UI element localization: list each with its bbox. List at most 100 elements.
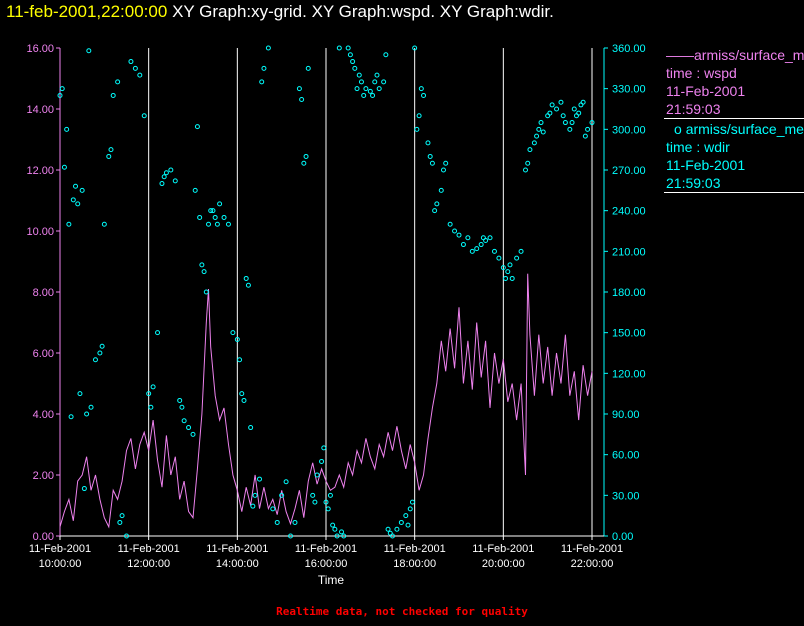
data-point-wdir [288,533,294,539]
data-point-wdir [241,397,247,403]
x-tick-date: 11-Feb-2001 [118,543,180,555]
data-point-wdir [172,178,178,184]
data-point-wdir [301,160,307,166]
chart-series [57,45,595,539]
data-point-wdir [84,411,90,417]
data-point-wdir [483,237,489,243]
right-tick-label: 180.00 [612,287,646,299]
x-tick-date: 11-Feb-2001 [206,543,268,555]
legend-wspd: ——armiss/surface_me time : wspd 11-Feb-2… [666,46,804,118]
right-tick-label: 60.00 [612,450,640,462]
data-point-wdir [77,391,83,397]
data-point-wdir [186,425,192,431]
data-point-wdir [589,120,595,126]
data-point-wdir [230,330,236,336]
data-point-wdir [549,102,555,108]
legend-divider [664,118,804,119]
data-point-wdir [536,126,542,132]
data-point-wdir [299,97,305,103]
data-point-wdir [525,160,531,166]
data-point-wdir [414,126,420,132]
data-point-wdir [452,228,458,234]
right-tick-label: 270.00 [612,165,646,177]
data-point-wdir [416,113,422,119]
data-point-wdir [580,99,586,105]
legend-source: armiss/surface_me [694,47,804,63]
data-point-wdir [372,79,378,85]
left-tick-label: 2.00 [33,470,54,482]
data-point-wdir [367,88,373,94]
left-tick-label: 16.00 [26,43,54,55]
data-point-wdir [237,357,243,363]
data-point-wdir [179,404,185,410]
title-timestamp: 11-feb-2001,22:00:00 [6,2,168,21]
data-point-wdir [531,140,537,146]
right-tick-label: 90.00 [612,409,640,421]
data-point-wdir [319,458,325,464]
data-point-wdir [148,404,154,410]
data-point-wdir [199,262,205,268]
data-point-wdir [250,503,256,509]
data-point-wdir [327,492,333,498]
data-point-wdir [270,506,276,512]
x-tick-date: 11-Feb-2001 [29,543,91,555]
data-point-wdir [527,147,533,153]
left-axis: 0.00 2.00 4.00 6.00 8.00 10.00 12.00 14.00 16.00 [26,43,61,543]
data-point-wdir [341,533,347,539]
data-point-wdir [81,486,87,492]
data-point-wdir [75,201,81,207]
data-point-wdir [496,255,502,261]
legend-date: 11-Feb-2001 [666,157,746,173]
data-point-wdir [194,124,200,130]
page-title: 11-feb-2001,22:00:00 XY Graph:xy-grid. X… [6,2,554,22]
data-point-wdir [334,533,340,539]
data-point-wdir [336,45,342,51]
legend-divider [664,192,804,193]
data-point-wdir [64,126,70,132]
series-line-wspd [59,273,593,529]
data-point-wdir [474,246,480,252]
left-tick-label: 4.00 [33,409,54,421]
data-point-wdir [409,499,415,505]
data-point-wdir [370,92,376,98]
data-point-wdir [567,126,573,132]
data-point-wdir [279,492,285,498]
data-point-wdir [560,113,566,119]
right-tick-label: 0.00 [612,531,633,543]
data-point-wdir [150,384,156,390]
data-point-wdir [358,79,364,85]
data-point-wdir [469,248,475,254]
legend-date: 11-Feb-2001 [666,83,746,99]
data-point-wdir [168,167,174,173]
x-tick-date: 11-Feb-2001 [472,543,534,555]
data-point-wdir [137,72,143,78]
data-point-wdir [86,48,92,54]
data-point-wdir [57,92,63,98]
data-point-wdir [203,289,209,295]
data-point-wdir [115,79,121,85]
data-point-wdir [460,242,466,248]
data-point-wdir [117,519,123,525]
x-tick-time: 10:00:00 [39,558,82,570]
right-tick-label: 30.00 [612,490,640,502]
data-point-wdir [146,391,152,397]
data-point-wdir [124,533,129,539]
left-tick-label: 12.00 [26,165,54,177]
x-tick-time: 22:00:00 [571,558,614,570]
data-point-wdir [128,59,134,65]
data-point-wdir [330,522,336,528]
data-point-wdir [503,275,509,281]
x-tick-time: 20:00:00 [482,558,525,570]
data-point-wdir [310,492,316,498]
data-point-wdir [265,45,271,51]
data-point-wdir [339,529,345,535]
quality-disclaimer: Realtime data, not checked for quality [276,605,528,618]
data-point-wdir [443,160,449,166]
data-point-wdir [514,255,520,261]
data-point-wdir [385,526,391,532]
data-point-wdir [434,201,440,207]
data-point-wdir [225,221,231,227]
data-point-wdir [79,187,85,193]
data-point-wdir [376,86,382,92]
